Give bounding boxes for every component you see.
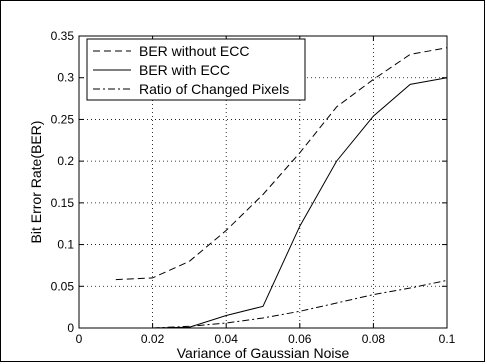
y-axis-title: Bit Error Rate(BER) [28, 121, 44, 244]
x-axis-title: Variance of Gaussian Noise [177, 345, 350, 361]
legend: BER without ECC BER with ECC Ratio of Chan… [87, 39, 305, 100]
legend-label-2: BER with ECC [139, 62, 230, 78]
y-tick-label: 0.15 [51, 196, 75, 210]
x-tick-label: 0.06 [288, 332, 312, 346]
x-tick-label: 0.08 [362, 332, 386, 346]
x-tick-label: 0 [76, 332, 83, 346]
x-tick-label: 0.04 [215, 332, 239, 346]
y-tick-label: 0.1 [57, 238, 74, 252]
y-tick-label: 0.2 [57, 154, 74, 168]
x-tick-label: 0.1 [439, 332, 456, 346]
y-tick-label: 0.35 [51, 29, 75, 43]
y-tick-label: 0.3 [57, 71, 74, 85]
y-tick-label: 0.05 [51, 279, 75, 293]
x-tick-label: 0.02 [141, 332, 165, 346]
legend-label-1: BER without ECC [139, 43, 249, 59]
y-tick-label: 0.25 [51, 112, 75, 126]
legend-label-3: Ratio of Changed Pixels [139, 81, 289, 97]
y-tick-label: 0 [67, 321, 74, 335]
